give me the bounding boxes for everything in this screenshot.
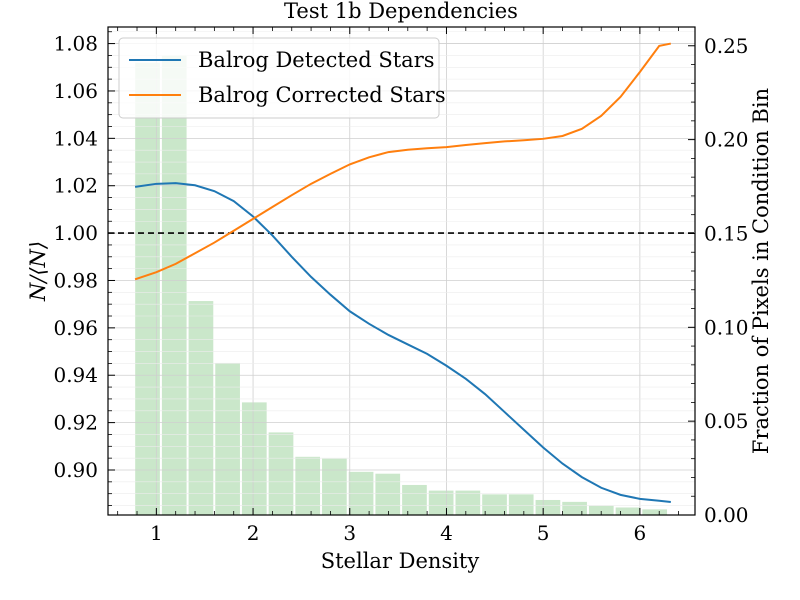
histogram-bar [615,507,641,515]
x-tick-label: 1 [150,521,163,545]
histogram-bar [268,432,294,515]
histogram-bar [215,362,240,515]
legend-box [118,37,440,119]
histogram-bar [161,55,187,516]
legend-label: Balrog Detected Stars [198,48,435,72]
y-tick-label: 0.92 [53,411,98,435]
x-tick-label: 5 [537,521,550,545]
y2-tick-label: 0.20 [704,128,749,152]
histogram-bar [241,402,267,515]
histogram-bar [188,301,214,515]
histogram-bar [402,484,427,515]
y-tick-label: 1.02 [53,174,98,198]
histogram-bar [295,456,321,515]
histogram-bar [322,458,347,515]
y-tick-label: 0.98 [53,268,98,292]
y2-tick-label: 0.00 [704,503,749,527]
histogram-bar [455,490,481,515]
x-tick-label: 4 [440,521,453,545]
legend: Balrog Detected Stars Balrog Corrected St… [118,37,446,119]
histogram-bar [508,494,534,515]
series-line [134,182,671,503]
histogram-bar [428,490,454,515]
x-axis-label: Stellar Density [321,549,480,573]
y-tick-label: 1.08 [53,32,98,56]
chart-title: Test 1b Dependencies [284,0,518,23]
x-tick-label: 3 [343,521,356,545]
series-line [134,42,672,281]
histogram-bar [375,473,401,515]
histogram-bar [642,509,668,515]
y2-axis-label: Fraction of Pixels in Condition Bin [749,88,773,454]
y2-tick-label: 0.25 [704,34,749,58]
y-axis-label: N/⟨N⟩ [26,241,50,302]
y-tick-label: 0.90 [53,458,98,482]
y-tick-label: 1.00 [53,221,98,245]
ticks: 1 2 3 4 5 6 0.90 0.92 0.94 0.96 0.98 1.00 1.02 1.04 1.… [53,27,749,545]
y-tick-label: 0.94 [53,363,98,387]
x-tick-label: 2 [247,521,260,545]
histogram-bar [562,501,587,515]
y-tick-label: 0.96 [53,316,98,340]
histogram-bar [482,494,507,515]
y2-tick-label: 0.15 [704,221,749,245]
x-tick-label: 6 [634,521,647,545]
y2-tick-label: 0.05 [704,409,749,433]
y-tick-label: 1.06 [53,79,98,103]
y-tick-label: 1.04 [53,126,98,150]
series-lines [134,42,672,503]
histogram-bar [535,499,561,515]
legend-label: Balrog Corrected Stars [198,83,446,107]
y2-tick-label: 0.10 [704,315,749,339]
histogram-bar [588,505,614,515]
